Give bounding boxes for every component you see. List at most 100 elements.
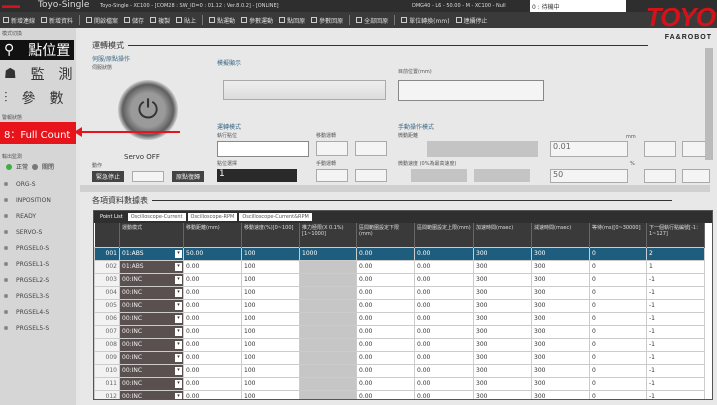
table-row[interactable]: 010 00:INC ▾ 0.00 100 0.00 0.00 300 300 0 -1	[94, 363, 705, 378]
table-cell[interactable]: 0.00	[356, 350, 415, 365]
table-cell[interactable]	[299, 259, 357, 274]
table-cell[interactable]: 100	[241, 350, 300, 365]
table-row[interactable]: 008 00:INC ▾ 0.00 100 0.00 0.00 300 300 0 -1	[94, 337, 705, 352]
table-cell[interactable]: 0	[589, 272, 647, 287]
mode-cell[interactable]: 00:INC ▾	[119, 363, 184, 378]
table-cell[interactable]: 100	[241, 272, 300, 287]
table-row[interactable]: 009 00:INC ▾ 0.00 100 0.00 0.00 300 300 0 -1	[94, 350, 705, 365]
table-cell[interactable]: 0	[589, 324, 647, 339]
table-cell[interactable]	[299, 350, 357, 365]
nav-monitor[interactable]: ☗ 監 測	[0, 64, 74, 84]
table-cell[interactable]: 300	[473, 324, 532, 339]
tab-oscilloscope-rpm[interactable]: Oscilloscope-RPM	[187, 213, 238, 221]
table-row[interactable]: 001 01:ABS ▾ 50.00 100 1000 0.00 0.00 300 300 0 2	[94, 246, 705, 261]
dropdown-arrow-icon[interactable]: ▾	[175, 301, 182, 310]
table-cell[interactable]: 0.00	[183, 298, 242, 313]
table-cell[interactable]: 100	[241, 285, 300, 300]
move-button-2[interactable]	[355, 141, 387, 156]
table-cell[interactable]: 0.00	[414, 298, 474, 313]
table-cell[interactable]: 0.00	[414, 350, 474, 365]
table-cell[interactable]: 300	[531, 285, 590, 300]
table-cell[interactable]: 0.00	[356, 324, 415, 339]
distance-slider[interactable]	[427, 141, 538, 157]
table-cell[interactable]	[299, 272, 357, 287]
toolbar-button[interactable]: 點運動	[209, 16, 235, 25]
toolbar-button[interactable]: 貼上	[176, 16, 196, 25]
table-cell[interactable]: 0.00	[414, 324, 474, 339]
speed-slider[interactable]	[411, 169, 467, 182]
distance-minus-button[interactable]	[644, 141, 676, 157]
nav-point-position[interactable]: ⚲ 點位置	[0, 40, 74, 60]
table-cell[interactable]: -1	[646, 298, 705, 313]
table-cell[interactable]: 0.00	[414, 363, 474, 378]
table-cell[interactable]: 100	[241, 311, 300, 326]
table-cell[interactable]	[299, 311, 357, 326]
dropdown-arrow-icon[interactable]: ▾	[175, 249, 182, 258]
table-cell[interactable]	[299, 324, 357, 339]
toolbar-button[interactable]: 新增連線	[3, 16, 35, 25]
table-cell[interactable]: 0	[589, 337, 647, 352]
table-row[interactable]: 012 00:INC ▾ 0.00 100 0.00 0.00 300 300 0 -1	[94, 389, 705, 399]
home-return-button[interactable]: 原點復歸	[172, 171, 204, 182]
dropdown-arrow-icon[interactable]: ▾	[175, 275, 182, 284]
toolbar-button[interactable]: 連續停止	[455, 16, 488, 25]
table-cell[interactable]: -1	[646, 285, 705, 300]
mode-cell[interactable]: 00:INC ▾	[119, 285, 184, 300]
table-cell[interactable]: 0	[589, 246, 647, 261]
table-cell[interactable]: 0	[589, 389, 647, 399]
speed-input[interactable]: 50	[550, 169, 628, 183]
jog-minus-button[interactable]	[316, 169, 348, 182]
table-cell[interactable]: 0.00	[356, 376, 415, 391]
servo-toggle-button[interactable]: ⏻	[118, 80, 178, 140]
table-cell[interactable]: 0	[589, 311, 647, 326]
table-cell[interactable]: -1	[646, 324, 705, 339]
table-cell[interactable]: 0.00	[414, 376, 474, 391]
table-cell[interactable]: 300	[531, 246, 590, 261]
table-row[interactable]: 011 00:INC ▾ 0.00 100 0.00 0.00 300 300 0 -1	[94, 376, 705, 391]
jog-plus-button[interactable]	[355, 169, 387, 182]
table-cell[interactable]	[299, 376, 357, 391]
table-cell[interactable]: 0.00	[356, 311, 415, 326]
emergency-stop-button[interactable]: 緊急停止	[92, 171, 124, 182]
table-cell[interactable]: 0.00	[183, 311, 242, 326]
toolbar-button[interactable]: 複製	[150, 16, 170, 25]
table-cell[interactable]: 300	[531, 259, 590, 274]
mode-cell[interactable]: 01:ABS ▾	[119, 246, 184, 261]
toolbar-button[interactable]: 單位轉換(mm)	[401, 16, 450, 25]
table-cell[interactable]: 0.00	[356, 272, 415, 287]
table-cell[interactable]: 300	[531, 311, 590, 326]
table-cell[interactable]: 0.00	[183, 337, 242, 352]
table-cell[interactable]: 300	[473, 285, 532, 300]
dropdown-arrow-icon[interactable]: ▾	[175, 366, 182, 375]
table-cell[interactable]: 300	[473, 337, 532, 352]
dropdown-arrow-icon[interactable]: ▾	[175, 379, 182, 388]
table-cell[interactable]: -1	[646, 311, 705, 326]
toolbar-button[interactable]: 參數回原	[311, 16, 343, 25]
toolbar-button[interactable]: 全部回原	[356, 16, 388, 25]
table-cell[interactable]: 0.00	[414, 285, 474, 300]
dropdown-arrow-icon[interactable]: ▾	[175, 314, 182, 323]
table-cell[interactable]: 0.00	[356, 246, 415, 261]
table-cell[interactable]	[299, 298, 357, 313]
table-cell[interactable]: 1000	[299, 246, 357, 261]
table-cell[interactable]: 300	[473, 298, 532, 313]
table-row[interactable]: 003 00:INC ▾ 0.00 100 0.00 0.00 300 300 0 -1	[94, 272, 705, 287]
dropdown-arrow-icon[interactable]: ▾	[175, 262, 182, 271]
table-cell[interactable]: -1	[646, 337, 705, 352]
distance-input[interactable]: 0.01	[550, 141, 628, 157]
table-cell[interactable]: 0.00	[183, 285, 242, 300]
table-cell[interactable]: 100	[241, 337, 300, 352]
table-cell[interactable]: 50.00	[183, 246, 242, 261]
table-cell[interactable]: 0.00	[183, 363, 242, 378]
table-cell[interactable]: 0.00	[356, 363, 415, 378]
dropdown-arrow-icon[interactable]: ▾	[175, 340, 182, 349]
table-row[interactable]: 004 00:INC ▾ 0.00 100 0.00 0.00 300 300 0 -1	[94, 285, 705, 300]
table-cell[interactable]: 300	[473, 272, 532, 287]
table-cell[interactable]: 0.00	[414, 389, 474, 399]
tab-oscilloscope-current[interactable]: Oscilloscope-Current	[127, 213, 186, 221]
horizontal-scrollbar[interactable]	[80, 185, 710, 192]
table-cell[interactable]: 0	[589, 350, 647, 365]
table-cell[interactable]: 300	[531, 363, 590, 378]
table-cell[interactable]: -1	[646, 350, 705, 365]
point-select-dropdown[interactable]: 1	[217, 169, 297, 182]
